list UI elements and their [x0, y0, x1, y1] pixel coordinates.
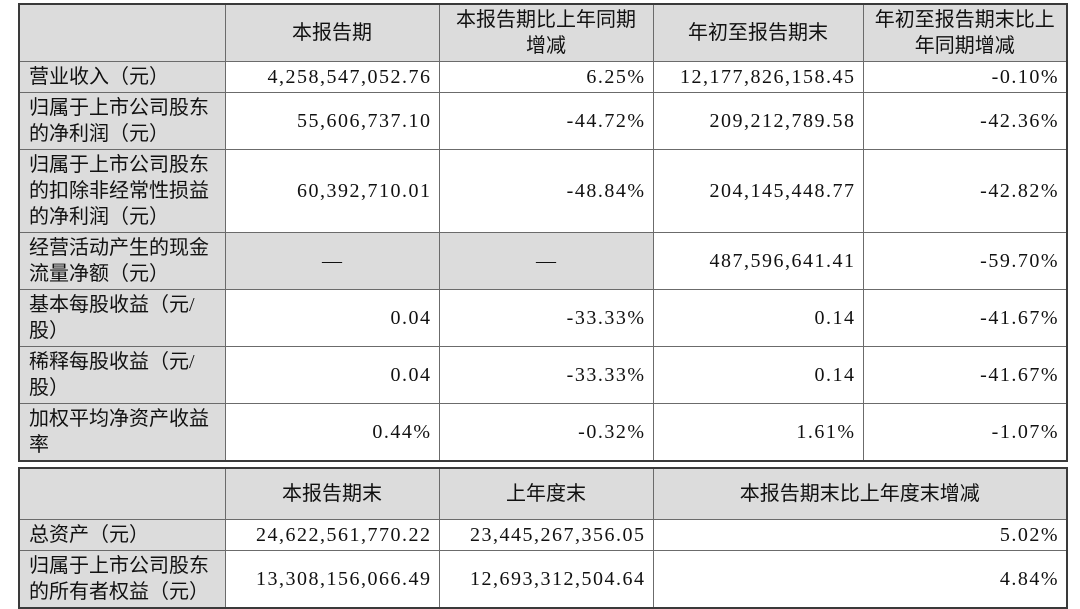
cell-value: 55,606,737.10 — [224, 92, 440, 150]
table-row-revenue: 营业收入（元） 4,258,547,052.76 6.25% 12,177,82… — [18, 61, 1068, 93]
cell-value: -42.36% — [862, 92, 1068, 150]
table-row-shareholders-equity: 归属于上市公司股东 的所有者权益（元） 13,308,156,066.49 12… — [18, 549, 1068, 608]
corner-cell — [18, 3, 226, 62]
cell-value: 12,177,826,158.45 — [652, 61, 864, 93]
cell-value: -0.10% — [862, 61, 1068, 93]
cell-value: 4,258,547,052.76 — [224, 61, 440, 93]
cell-value: 209,212,789.58 — [652, 92, 864, 150]
cell-value: 60,392,710.01 — [224, 149, 440, 233]
table-row-operating-cash-flow: 经营活动产生的现金 流量净额（元） — — 487,596,641.41 -59… — [18, 232, 1068, 290]
cell-value: 487,596,641.41 — [652, 232, 864, 290]
cell-value-empty: — — [438, 232, 654, 290]
table-row-total-assets: 总资产（元） 24,622,561,770.22 23,445,267,356.… — [18, 518, 1068, 551]
financial-report-sheet: 本报告期 本报告期比上年同期 增减 年初至报告期末 年初至报告期末比上 年同期增… — [18, 3, 1068, 609]
cell-value: 0.04 — [224, 289, 440, 347]
column-header-period-end: 本报告期末 — [224, 467, 440, 520]
cell-value-empty: — — [224, 232, 440, 290]
table-row-weighted-avg-roe: 加权平均净资产收益 率 0.44% -0.32% 1.61% -1.07% — [18, 403, 1068, 462]
column-header-change-vs-prior-year-end: 本报告期末比上年度末增减 — [652, 467, 1068, 520]
table-row-header: 本报告期 本报告期比上年同期 增减 年初至报告期末 年初至报告期末比上 年同期增… — [18, 3, 1068, 62]
row-label: 归属于上市公司股东 的扣除非经常性损益 的净利润（元） — [18, 149, 226, 233]
cell-value: -44.72% — [438, 92, 654, 150]
row-label: 归属于上市公司股东 的净利润（元） — [18, 92, 226, 150]
table-row-net-profit-excl-nonrecurring: 归属于上市公司股东 的扣除非经常性损益 的净利润（元） 60,392,710.0… — [18, 149, 1068, 233]
column-header-prior-year-end: 上年度末 — [438, 467, 654, 520]
cell-value: 12,693,312,504.64 — [438, 549, 654, 608]
cell-value: 0.14 — [652, 346, 864, 404]
cell-value: -48.84% — [438, 149, 654, 233]
cell-value: 5.02% — [652, 518, 1068, 551]
cell-value: 204,145,448.77 — [652, 149, 864, 233]
column-header-ytd: 年初至报告期末 — [652, 3, 864, 62]
row-label: 稀释每股收益（元/ 股） — [18, 346, 226, 404]
cell-value: -41.67% — [862, 346, 1068, 404]
row-label: 归属于上市公司股东 的所有者权益（元） — [18, 549, 226, 608]
row-label: 加权平均净资产收益 率 — [18, 403, 226, 462]
cell-value: -41.67% — [862, 289, 1068, 347]
column-header-yoy-change: 本报告期比上年同期 增减 — [438, 3, 654, 62]
row-label: 总资产（元） — [18, 518, 226, 551]
cell-value: 4.84% — [652, 549, 1068, 608]
column-header-current-period: 本报告期 — [224, 3, 440, 62]
table-row-diluted-eps: 稀释每股收益（元/ 股） 0.04 -33.33% 0.14 -41.67% — [18, 346, 1068, 404]
cell-value: -33.33% — [438, 346, 654, 404]
cell-value: 6.25% — [438, 61, 654, 93]
cell-value: 0.04 — [224, 346, 440, 404]
cell-value: -59.70% — [862, 232, 1068, 290]
table-row-header: 本报告期末 上年度末 本报告期末比上年度末增减 — [18, 467, 1068, 520]
cell-value: 0.44% — [224, 403, 440, 462]
cell-value: 1.61% — [652, 403, 864, 462]
cell-value: -1.07% — [862, 403, 1068, 462]
cell-value: -0.32% — [438, 403, 654, 462]
table-row-net-profit: 归属于上市公司股东 的净利润（元） 55,606,737.10 -44.72% … — [18, 92, 1068, 150]
cell-value: -33.33% — [438, 289, 654, 347]
cell-value: 24,622,561,770.22 — [224, 518, 440, 551]
row-label: 基本每股收益（元/ 股） — [18, 289, 226, 347]
row-label: 经营活动产生的现金 流量净额（元） — [18, 232, 226, 290]
row-label: 营业收入（元） — [18, 61, 226, 93]
cell-value: 13,308,156,066.49 — [224, 549, 440, 608]
quarterly-summary-table: 本报告期 本报告期比上年同期 增减 年初至报告期末 年初至报告期末比上 年同期增… — [18, 3, 1068, 462]
cell-value: 0.14 — [652, 289, 864, 347]
cell-value: -42.82% — [862, 149, 1068, 233]
column-header-ytd-yoy-change: 年初至报告期末比上 年同期增减 — [862, 3, 1068, 62]
table-row-basic-eps: 基本每股收益（元/ 股） 0.04 -33.33% 0.14 -41.67% — [18, 289, 1068, 347]
corner-cell — [18, 467, 226, 520]
cell-value: 23,445,267,356.05 — [438, 518, 654, 551]
balance-summary-table: 本报告期末 上年度末 本报告期末比上年度末增减 总资产（元） 24,622,56… — [18, 467, 1068, 609]
